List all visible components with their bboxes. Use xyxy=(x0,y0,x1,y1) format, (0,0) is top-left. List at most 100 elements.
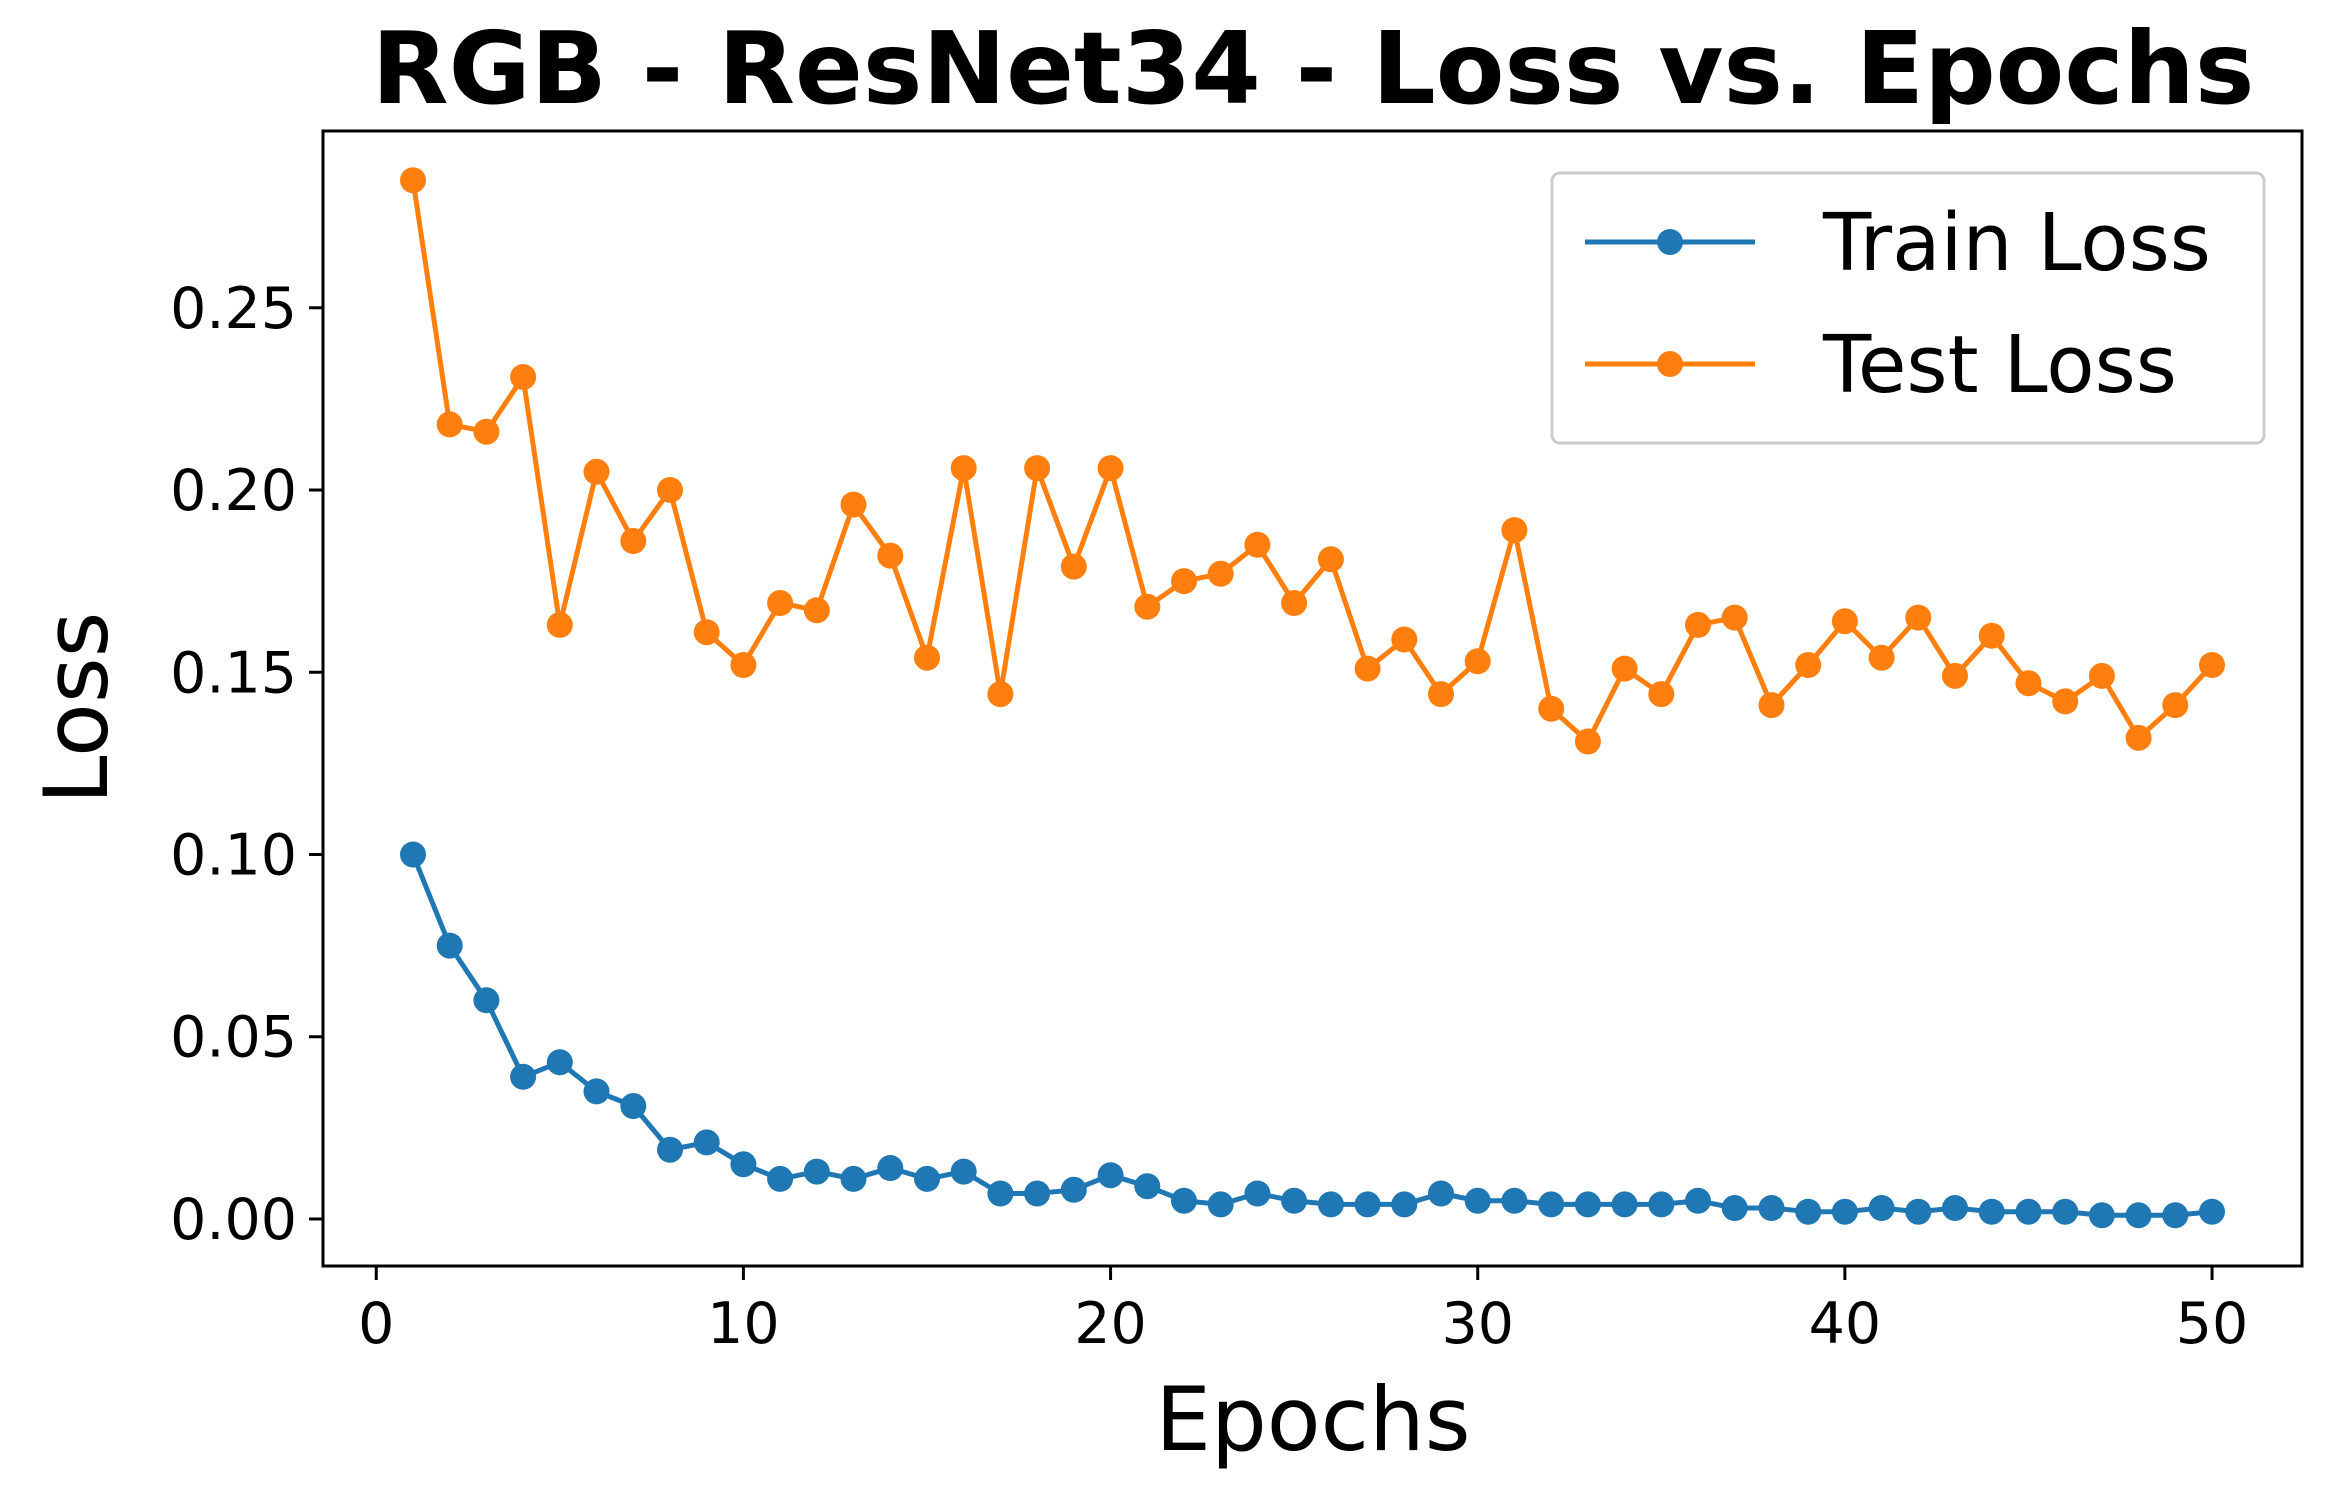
test-loss-point xyxy=(2162,692,2189,719)
plot-frame xyxy=(321,129,2304,1268)
test-loss-point xyxy=(1942,662,1968,689)
test-loss-point xyxy=(2052,688,2079,715)
train-loss-point xyxy=(950,1158,977,1185)
test-loss-point xyxy=(2199,652,2225,678)
test-loss-point xyxy=(1244,531,1271,558)
chart-title: RGB - ResNet34 - Loss vs. Epochs xyxy=(372,10,2255,127)
train-loss-point xyxy=(1391,1191,1418,1218)
test-loss-point xyxy=(877,542,904,569)
train-loss-point xyxy=(803,1158,830,1185)
test-loss-point xyxy=(693,619,720,646)
train-loss-point xyxy=(1428,1180,1454,1207)
test-loss-point xyxy=(583,458,610,485)
train-loss-point xyxy=(2162,1202,2189,1229)
test-loss-point xyxy=(1171,568,1197,595)
test-loss-point xyxy=(1207,560,1234,587)
train-loss-point xyxy=(1354,1191,1381,1218)
test-loss-point xyxy=(1464,648,1491,675)
test-loss-point xyxy=(1685,611,1711,638)
train-loss-point xyxy=(1648,1191,1675,1218)
train-loss-point xyxy=(1097,1162,1124,1189)
test-loss-point xyxy=(1611,655,1638,682)
train-loss-point xyxy=(436,932,463,959)
y-tick-label: 0.15 xyxy=(170,640,297,706)
train-loss-point xyxy=(1281,1187,1308,1214)
train-loss-point xyxy=(1244,1180,1271,1207)
y-tick-label: 0.05 xyxy=(170,1005,297,1071)
train-loss-point xyxy=(2088,1202,2115,1229)
x-tick-label: 50 xyxy=(2176,1291,2249,1357)
test-loss-series xyxy=(400,167,2225,755)
legend-label: Train Loss xyxy=(1822,197,2211,289)
train-loss-point xyxy=(1464,1187,1491,1214)
legend-swatch-marker xyxy=(1657,351,1683,377)
train-loss-point xyxy=(1831,1198,1858,1225)
train-loss-point xyxy=(730,1151,757,1178)
train-loss-point xyxy=(1611,1191,1638,1218)
test-loss-point xyxy=(657,477,683,503)
y-tick-label: 0.25 xyxy=(170,276,297,342)
test-loss-point xyxy=(1391,626,1418,653)
train-loss-point xyxy=(2015,1198,2042,1225)
test-loss-point xyxy=(620,528,647,554)
train-loss-point xyxy=(693,1129,720,1156)
train-loss-point xyxy=(987,1180,1014,1207)
train-loss-point xyxy=(1795,1198,1822,1225)
legend-item-test-loss: Test Loss xyxy=(1585,319,2177,411)
test-loss-point xyxy=(1868,644,1895,671)
test-loss-point xyxy=(1428,681,1454,708)
train-loss-point xyxy=(1538,1191,1565,1218)
train-loss-point xyxy=(1758,1195,1785,1221)
x-axis-label: Epochs xyxy=(1155,1368,1470,1471)
test-loss-point xyxy=(2088,662,2115,689)
train-loss-point xyxy=(767,1165,794,1192)
train-loss-point xyxy=(546,1049,573,1076)
legend-swatch-marker xyxy=(1657,229,1683,255)
train-loss-point xyxy=(2052,1198,2079,1225)
test-loss-point xyxy=(987,681,1014,708)
train-loss-series xyxy=(400,841,2225,1229)
train-loss-point xyxy=(473,987,500,1014)
test-loss-point xyxy=(1317,546,1344,573)
test-loss-point xyxy=(510,364,537,390)
train-loss-point xyxy=(583,1078,610,1105)
y-tick-label: 0.20 xyxy=(170,458,297,524)
train-loss-point xyxy=(1685,1187,1711,1214)
plot-area xyxy=(400,167,2225,1229)
test-loss-point xyxy=(2125,724,2152,751)
train-loss-point xyxy=(2199,1198,2225,1225)
train-loss-point xyxy=(2125,1202,2152,1229)
y-tick-label: 0.10 xyxy=(170,822,297,888)
train-loss-point xyxy=(1134,1173,1161,1200)
test-loss-point xyxy=(1097,455,1124,482)
train-loss-point xyxy=(1501,1187,1528,1214)
train-loss-point xyxy=(1060,1176,1087,1203)
test-loss-point xyxy=(1831,608,1858,635)
x-tick-label: 30 xyxy=(1441,1291,1514,1357)
train-loss-point xyxy=(620,1093,647,1119)
train-loss-point xyxy=(877,1155,904,1181)
train-loss-point xyxy=(1574,1191,1601,1218)
y-tick-label: 0.00 xyxy=(170,1187,297,1253)
train-loss-point xyxy=(1905,1198,1932,1225)
x-tick-label: 20 xyxy=(1074,1291,1147,1357)
y-axis-label: Loss xyxy=(25,611,128,804)
train-loss-point xyxy=(1868,1195,1895,1221)
test-loss-point xyxy=(1758,692,1785,719)
x-tick-label: 0 xyxy=(358,1291,394,1357)
test-loss-point xyxy=(1281,590,1308,616)
test-loss-point xyxy=(1354,655,1381,682)
test-loss-point xyxy=(2015,670,2042,697)
train-loss-point xyxy=(1721,1195,1748,1221)
axes: 0 10 20 30 40 50 0.00 0.05 0.10 0.15 0.20 0.25 xyxy=(170,129,2304,1357)
test-loss-point xyxy=(840,491,867,518)
test-loss-point xyxy=(1574,728,1601,755)
test-loss-point xyxy=(1060,553,1087,580)
train-loss-point xyxy=(1171,1187,1197,1214)
train-loss-point xyxy=(657,1136,683,1163)
test-loss-point xyxy=(1501,517,1528,544)
x-tick-label: 40 xyxy=(1809,1291,1882,1357)
test-loss-point xyxy=(767,590,794,616)
